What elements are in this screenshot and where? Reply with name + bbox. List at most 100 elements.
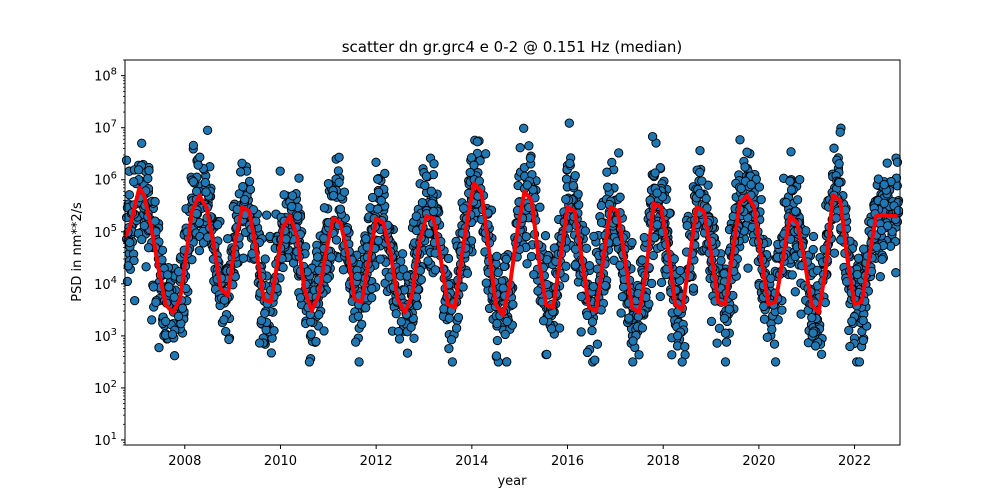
scatter-point — [201, 187, 211, 197]
scatter-point — [893, 205, 904, 216]
scatter-point — [589, 231, 599, 242]
scatter-point — [647, 278, 657, 289]
scatter-point — [469, 160, 479, 170]
scatter-point — [411, 211, 421, 221]
scatter-point — [807, 312, 817, 323]
chart-title: scatter dn gr.grc4 e 0-2 @ 0.151 Hz (med… — [342, 38, 683, 56]
scatter-point — [786, 147, 796, 157]
scatter-point — [652, 220, 662, 230]
scatter-point — [525, 153, 536, 163]
scatter-point — [367, 293, 377, 303]
scatter-point — [831, 213, 841, 223]
scatter-point — [787, 270, 797, 280]
scatter-point — [808, 244, 818, 255]
y-tick-label: 102 — [94, 379, 117, 397]
scatter-point — [695, 188, 705, 199]
scatter-point — [628, 336, 638, 346]
scatter-point — [777, 305, 787, 315]
scatter-point — [655, 291, 665, 302]
scatter-point — [695, 145, 705, 156]
scatter-point — [526, 251, 537, 262]
scatter-point — [150, 197, 160, 207]
scatter-point — [634, 350, 644, 360]
scatter-point — [706, 316, 717, 327]
y-tick-label: 108 — [94, 67, 117, 85]
scatter-point — [767, 324, 777, 335]
scatter-point — [311, 336, 321, 347]
scatter-point — [844, 325, 854, 336]
scatter-point — [293, 211, 303, 221]
scatter-point — [380, 168, 390, 179]
scatter-point — [406, 322, 416, 332]
scatter-point — [373, 204, 383, 214]
y-tick-label: 101 — [94, 431, 117, 449]
x-tick-label: 2008 — [168, 454, 201, 469]
scatter-point — [533, 286, 543, 296]
scatter-point — [361, 303, 371, 313]
scatter-point — [766, 273, 776, 283]
scatter-point — [735, 135, 745, 145]
scatter-point — [162, 270, 173, 280]
scatter-point — [447, 357, 458, 367]
y-axis: 101 102 103 104 105 106 107 108 — [94, 59, 125, 449]
scatter-point — [394, 334, 405, 344]
scatter-point — [582, 347, 593, 358]
scatter-point — [458, 203, 469, 213]
scatter-point — [238, 253, 249, 263]
scatter-point — [137, 234, 147, 245]
scatter-point — [354, 357, 364, 367]
scatter-point — [472, 137, 483, 147]
scatter-point — [592, 339, 603, 349]
scatter-point — [790, 206, 801, 216]
scatter-point — [568, 181, 578, 191]
scatter-point — [235, 167, 246, 177]
scatter-point — [677, 357, 687, 367]
scatter-point — [535, 202, 545, 212]
scatter-point — [519, 123, 529, 133]
scatter-point — [396, 317, 407, 327]
scatter-point — [322, 273, 332, 284]
scatter-point — [194, 245, 205, 256]
scatter-point — [624, 313, 634, 323]
x-tick-label: 2016 — [551, 454, 584, 469]
scatter-point — [376, 196, 386, 206]
scatter-point — [427, 198, 437, 208]
scatter-point — [628, 357, 638, 367]
scatter-point — [879, 180, 889, 190]
scatter-point — [786, 185, 797, 195]
scatter-point — [570, 260, 580, 270]
scatter-point — [542, 349, 552, 360]
scatter-point — [443, 253, 454, 264]
scatter-point — [521, 231, 531, 242]
scatter-point — [546, 324, 557, 334]
scatter-point — [137, 138, 147, 148]
scatter-point — [740, 162, 750, 172]
scatter-point — [453, 312, 464, 323]
scatter-point — [614, 148, 624, 158]
x-tick-label: 2020 — [742, 454, 775, 469]
scatter-point — [754, 182, 765, 192]
scatter-point — [193, 160, 203, 170]
scatter-point — [313, 252, 323, 262]
scatter-point — [615, 192, 625, 202]
scatter-point — [596, 200, 607, 211]
scatter-point — [847, 316, 857, 326]
scatter-point — [522, 259, 532, 269]
scatter-point — [124, 190, 135, 200]
scatter-point — [275, 166, 285, 176]
scatter-point — [123, 261, 133, 271]
scatter-point — [656, 277, 667, 288]
scatter-point — [444, 313, 454, 323]
scatter-point — [446, 335, 457, 345]
scatter-point — [481, 278, 491, 288]
scatter-point — [338, 265, 349, 275]
scatter-point — [167, 329, 178, 340]
scatter-point — [639, 232, 649, 243]
scatter-point — [451, 323, 462, 333]
scatter-point — [365, 203, 375, 213]
scatter-point — [502, 357, 512, 367]
scatter-point — [808, 328, 818, 338]
scatter-point — [762, 332, 772, 342]
scatter-point — [883, 221, 893, 231]
